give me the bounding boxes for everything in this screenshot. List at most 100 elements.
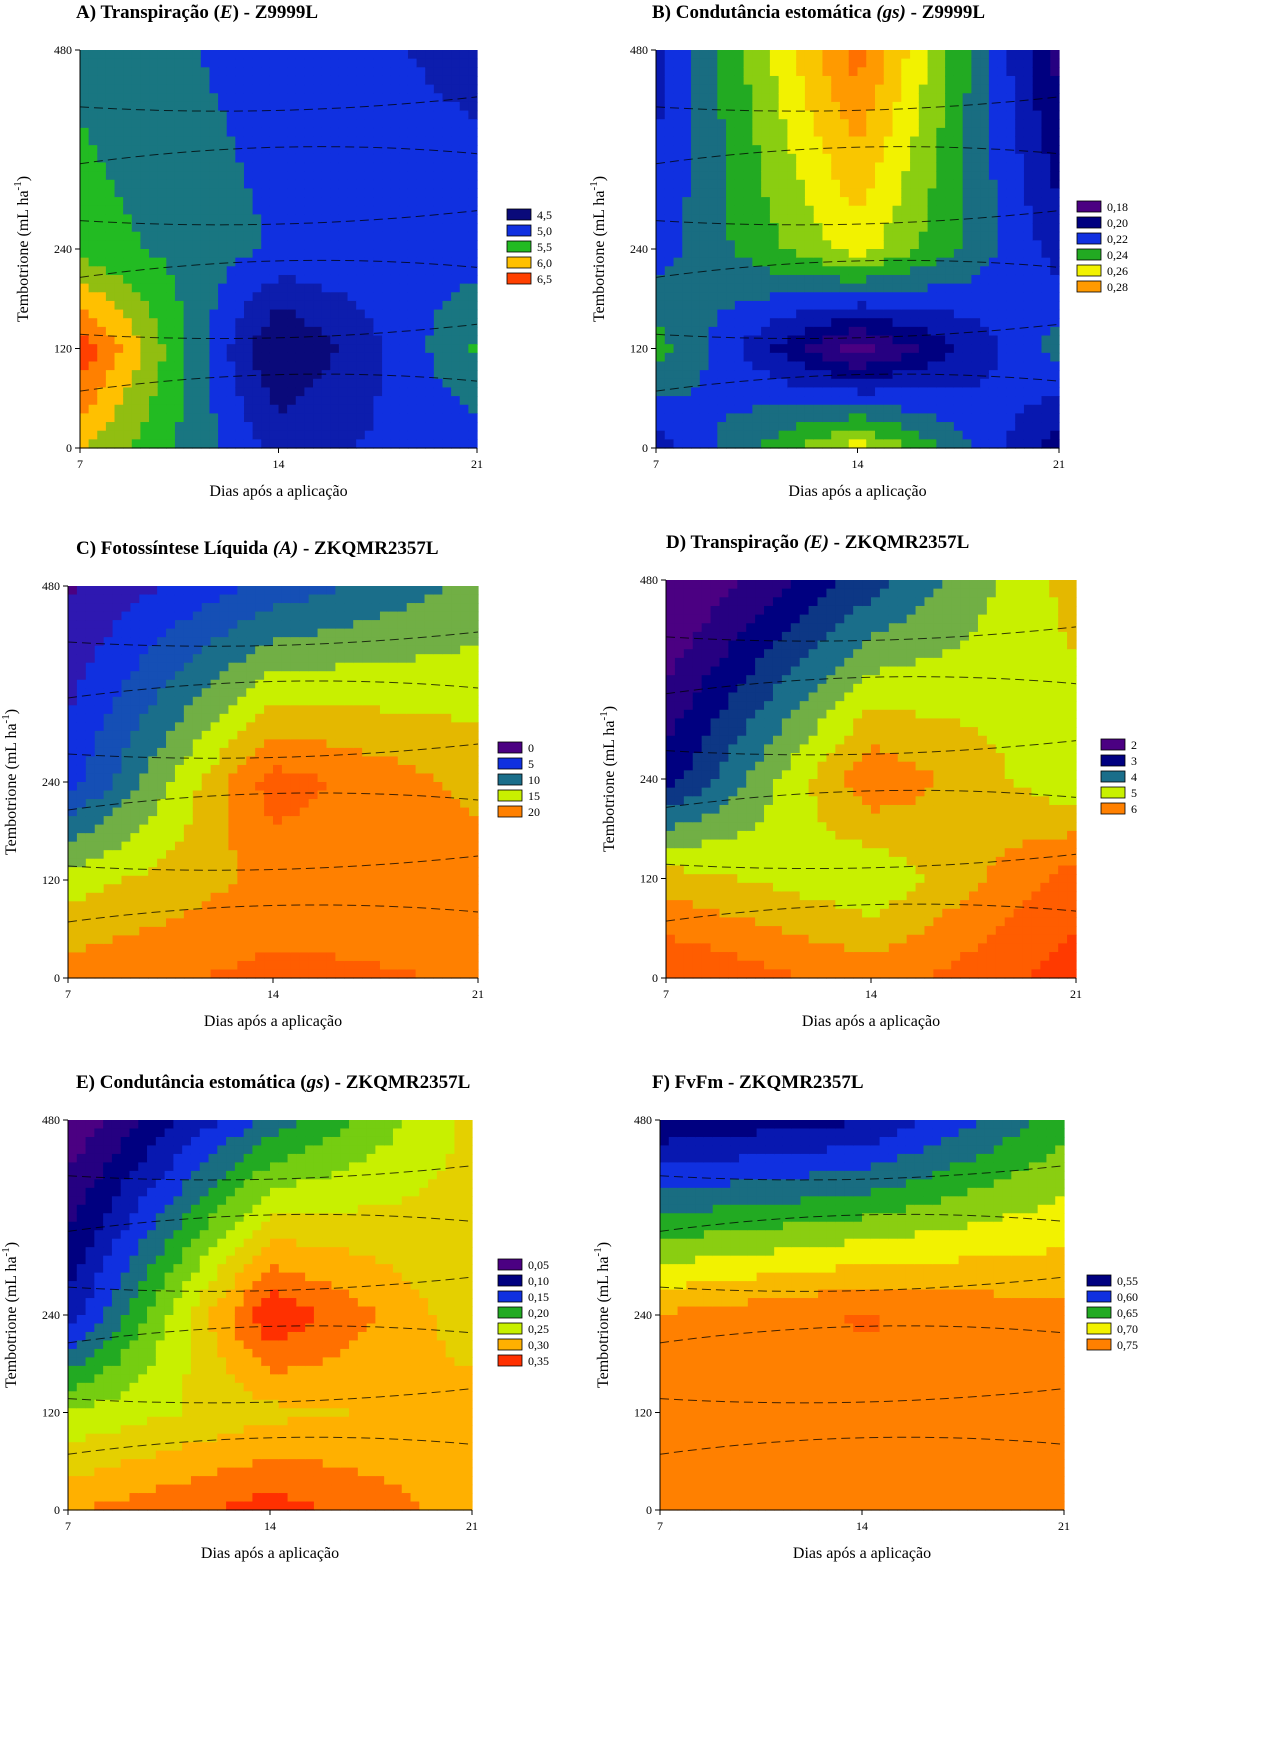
contour-cell — [95, 654, 105, 663]
contour-cell — [80, 439, 89, 448]
contour-cell — [139, 646, 149, 655]
contour-cell — [244, 137, 253, 146]
contour-cell — [391, 76, 400, 85]
contour-cell — [140, 76, 149, 85]
contour-cell — [227, 154, 236, 163]
contour-cell — [130, 927, 140, 936]
contour-cell — [365, 379, 374, 388]
contour-cell — [218, 336, 227, 345]
contour-cell — [849, 111, 858, 120]
contour-cell — [382, 301, 391, 310]
contour-cell — [322, 318, 331, 327]
contour-cell — [77, 825, 87, 834]
contour-cell — [451, 232, 460, 241]
contour-cell — [971, 361, 980, 370]
contour-cell — [115, 405, 124, 414]
contour-cell — [235, 197, 244, 206]
contour-cell — [408, 67, 417, 76]
contour-cell — [744, 111, 753, 120]
contour-cell — [130, 722, 140, 731]
contour-cell — [980, 439, 989, 448]
contour-cell — [460, 154, 469, 163]
contour-cell — [140, 59, 149, 68]
contour-cell — [184, 646, 194, 655]
contour-cell — [656, 361, 665, 370]
contour-cell — [805, 214, 814, 223]
contour-cell — [884, 59, 893, 68]
contour-cell — [106, 85, 115, 94]
contour-cell — [77, 629, 87, 638]
contour-cell — [209, 162, 218, 171]
contour-cell — [1024, 422, 1033, 431]
contour-cell — [1041, 197, 1050, 206]
contour-cell — [86, 935, 96, 944]
contour-cell — [140, 301, 149, 310]
contour-cell — [399, 214, 408, 223]
contour-cell — [184, 944, 194, 953]
contour-cell — [157, 901, 167, 910]
contour-cell — [287, 387, 296, 396]
contour-cell — [391, 292, 400, 301]
contour-cell — [752, 154, 761, 163]
contour-cell — [656, 258, 665, 267]
contour-cell — [192, 361, 201, 370]
contour-cell — [166, 284, 175, 293]
contour-cell — [158, 310, 167, 319]
contour-cell — [936, 413, 945, 422]
contour-cell — [253, 361, 262, 370]
contour-cell — [425, 413, 434, 422]
contour-cell — [330, 439, 339, 448]
contour-cell — [313, 119, 322, 128]
contour-cell — [391, 145, 400, 154]
contour-cell — [796, 232, 805, 241]
contour-cell — [735, 327, 744, 336]
contour-cell — [244, 431, 253, 440]
contour-cell — [106, 301, 115, 310]
contour-cell — [770, 102, 779, 111]
contour-cell — [235, 353, 244, 362]
contour-cell — [149, 119, 158, 128]
contour-cell — [322, 292, 331, 301]
contour-cell — [744, 180, 753, 189]
contour-cell — [417, 318, 426, 327]
legend-label: 0,26 — [1107, 264, 1128, 278]
contour-cell — [980, 318, 989, 327]
contour-cell — [166, 927, 176, 936]
contour-cell — [417, 353, 426, 362]
contour-cell — [235, 439, 244, 448]
contour-cell — [139, 901, 149, 910]
contour-cell — [1033, 361, 1042, 370]
contour-cell — [132, 223, 141, 232]
contour-cell — [460, 249, 469, 258]
contour-cell — [1024, 292, 1033, 301]
contour-cell — [175, 910, 185, 919]
contour-cell — [884, 370, 893, 379]
contour-cell — [752, 162, 761, 171]
contour-cell — [1033, 422, 1042, 431]
contour-cell — [106, 102, 115, 111]
contour-cell — [95, 893, 105, 902]
contour-cell — [717, 344, 726, 353]
contour-cell — [253, 310, 262, 319]
contour-cell — [356, 197, 365, 206]
contour-cell — [752, 318, 761, 327]
contour-cell — [1041, 413, 1050, 422]
contour-cell — [313, 232, 322, 241]
contour-cell — [796, 137, 805, 146]
contour-cell — [910, 50, 919, 59]
contour-cell — [691, 93, 700, 102]
contour-cell — [1024, 59, 1033, 68]
contour-cell — [244, 361, 253, 370]
contour-cell — [121, 893, 131, 902]
contour-cell — [261, 396, 270, 405]
contour-cell — [417, 301, 426, 310]
contour-cell — [140, 171, 149, 180]
contour-cell — [840, 93, 849, 102]
contour-cell — [158, 59, 167, 68]
contour-cell — [858, 180, 867, 189]
contour-cell — [330, 301, 339, 310]
contour-cell — [434, 85, 443, 94]
contour-cell — [157, 586, 167, 595]
contour-cell — [656, 422, 665, 431]
contour-cell — [709, 361, 718, 370]
